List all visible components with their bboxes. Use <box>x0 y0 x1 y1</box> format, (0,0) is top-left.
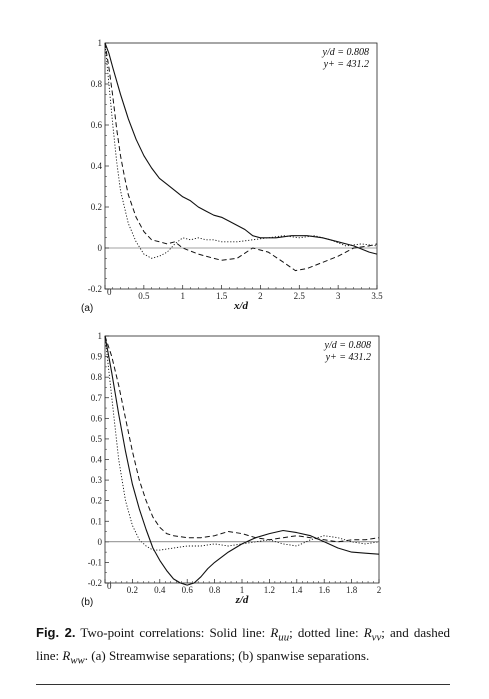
panel-b-x-tick-label: 1.8 <box>346 585 358 595</box>
figure: 0 0.5 1 1.5 2 2.5 3 3.5 -0.2 0 0.2 0.4 0.6 0.8 1 y/d = … <box>81 38 383 608</box>
panel-a-x-tick-label: 3.5 <box>371 291 383 301</box>
panel-a-label: (a) <box>81 303 93 314</box>
caption-sub-vv: vv <box>371 631 382 644</box>
caption-sym-vv: R <box>363 625 372 640</box>
caption-sub-ww: ww <box>70 654 85 667</box>
panel-b-y-tick-label: 0.1 <box>91 516 102 526</box>
panel-a-annotation-yd: y/d = 0.808 <box>322 47 369 58</box>
panel-a-frame <box>104 42 378 290</box>
panel-b-x-tick-label: 1.6 <box>319 585 331 595</box>
panel-a-y-tick-label: 0 <box>98 243 103 253</box>
panel-b-x-tick-label: 0.6 <box>182 585 194 595</box>
panel-b-label: (b) <box>81 597 93 608</box>
panel-b-x-tick-label: 1 <box>240 585 245 595</box>
panel-b-y-tick-label: 0.6 <box>91 413 103 423</box>
panel-b-x-tick-label: 0.4 <box>154 585 166 595</box>
panel-a-x-tick-label: 0.5 <box>138 291 150 301</box>
panel-b-x-tick-label: 0 <box>107 581 112 591</box>
panel-b-y-tick-label: -0.2 <box>88 578 102 588</box>
panel-a-x-tick-label: 2 <box>258 291 263 301</box>
panel-b-y-tick-label: 0.8 <box>91 372 103 382</box>
caption-sym-uu: R <box>270 625 279 640</box>
figure-caption: Fig. 2. Two-point correlations: Solid li… <box>36 624 450 669</box>
panel-b-y-tick-label: 1 <box>98 331 103 341</box>
panel-b-series-dotted-line <box>104 335 380 551</box>
panel-b-x-tick-label: 0.2 <box>127 585 138 595</box>
panel-a-y-tick-label: 1 <box>98 38 103 48</box>
caption-sub-uu: uu <box>278 631 290 644</box>
panel-a-y-tick-label: 0.8 <box>91 79 103 89</box>
panel-a-x-tick-label: 1 <box>180 291 185 301</box>
panel-b-x-tick-label: 1.4 <box>291 585 303 595</box>
panel-b-annotation-yd: y/d = 0.808 <box>324 340 371 351</box>
caption-label: Fig. 2. <box>36 625 76 640</box>
panel-a-x-axis-label: x/d <box>233 300 249 312</box>
panel-a-x-tick-label: 3 <box>336 291 341 301</box>
panel-b-annotation-yplus: y+ = 431.2 <box>325 352 371 363</box>
caption-text-2: ; dotted line: <box>289 625 364 640</box>
panel-a-series-solid-line <box>104 42 378 255</box>
panel-b-y-tick-label: 0.2 <box>91 496 102 506</box>
panel-b-x-tick-label: 0.8 <box>209 585 221 595</box>
panel-b-y-tick-label: 0.4 <box>91 455 103 465</box>
panel-a-y-tick-label: 0.6 <box>91 120 103 130</box>
panel-b-x-tick-label: 1.2 <box>264 585 275 595</box>
caption-rule <box>36 684 450 685</box>
figure-svg: 0 0.5 1 1.5 2 2.5 3 3.5 -0.2 0 0.2 0.4 0.6 0.8 1 y/d = … <box>81 38 383 608</box>
caption-text-3: ; and dashed line: <box>36 625 450 663</box>
panel-a-y-tick-label: -0.2 <box>88 284 102 294</box>
panel-a-x-tick-label: 1.5 <box>216 291 228 301</box>
panel-a-series-dotted-line <box>104 42 378 259</box>
panel-a-x-tick-label: 2.5 <box>294 291 306 301</box>
panel-b-x-axis-label: z/d <box>235 594 249 606</box>
panel-b-y-tick-label: 0 <box>98 537 103 547</box>
panel-a-y-tick-label: 0.4 <box>91 161 103 171</box>
panel-a-series-dashed-line <box>104 42 378 272</box>
panel-a-annotation-yplus: y+ = 431.2 <box>323 59 369 70</box>
panel-b-series-dashed-line <box>104 335 380 543</box>
panel-b-y-tick-label: 0.7 <box>91 393 103 403</box>
caption-text-4: . (a) Streamwise separations; (b) spanwi… <box>84 647 370 663</box>
panel-b-series-solid-line <box>104 335 380 586</box>
caption-sym-ww: R <box>62 647 71 663</box>
panel-b-y-tick-label: -0.1 <box>88 557 102 567</box>
panel-a-y-tick-label: 0.2 <box>91 202 102 212</box>
panel-a-x-tick-label: 0 <box>107 287 112 297</box>
panel-b-y-tick-label: 0.3 <box>91 475 103 485</box>
panel-b-y-tick-label: 0.9 <box>91 352 103 362</box>
caption-text-1: Two-point correlations: Solid line: <box>75 625 271 640</box>
panel-b-x-tick-label: 2 <box>377 585 382 595</box>
panel-b-y-tick-label: 0.5 <box>91 434 103 444</box>
